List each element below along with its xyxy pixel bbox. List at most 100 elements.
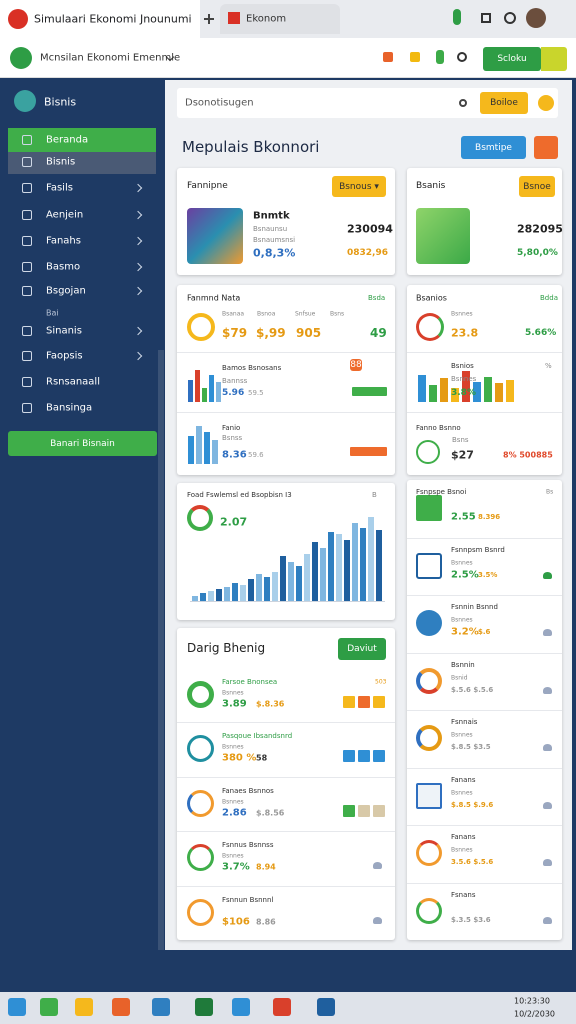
menu-item[interactable]: Bansinga xyxy=(46,402,93,414)
bar xyxy=(484,376,492,402)
bar xyxy=(216,382,221,402)
divider xyxy=(407,412,562,413)
bar xyxy=(188,436,194,464)
menu-icon xyxy=(22,236,32,246)
heart-icon[interactable] xyxy=(543,801,552,809)
icon-btn[interactable] xyxy=(534,136,558,159)
divider xyxy=(407,710,562,711)
heart-icon[interactable] xyxy=(373,862,382,870)
menu-item[interactable]: Fanahs xyxy=(46,235,81,247)
row-title: Fanans xyxy=(451,833,476,841)
button[interactable]: Scloku xyxy=(483,47,541,71)
icon-btn[interactable] xyxy=(541,47,567,71)
new-tab[interactable] xyxy=(208,14,210,24)
bar xyxy=(440,378,448,402)
taskbar-icon[interactable] xyxy=(152,998,170,1016)
bar xyxy=(368,516,374,601)
bar xyxy=(360,528,366,601)
bar xyxy=(240,585,246,601)
taskbar-icon[interactable] xyxy=(75,998,93,1016)
row-sub: Bsnnes xyxy=(222,798,244,806)
card-title: Bsanis xyxy=(416,181,446,191)
button[interactable]: Daviut xyxy=(338,638,386,660)
divider xyxy=(407,595,562,596)
row-tag[interactable]: 88 xyxy=(350,359,362,371)
taskbar-icon[interactable] xyxy=(232,998,250,1016)
taskbar-icon[interactable] xyxy=(317,998,335,1016)
bar xyxy=(232,583,238,601)
button[interactable]: Bsmtipe xyxy=(461,136,526,159)
row-value: $.8.5 $3.5 xyxy=(451,743,491,751)
taskbar-icon[interactable] xyxy=(40,998,58,1016)
menu-item[interactable]: Basmo xyxy=(46,261,81,273)
icon xyxy=(187,313,215,341)
bar xyxy=(462,371,470,402)
heart-icon[interactable] xyxy=(543,744,552,751)
menu-icon xyxy=(22,326,32,336)
extension-icon[interactable] xyxy=(453,9,461,25)
tab[interactable] xyxy=(0,0,200,38)
row-extra: $.6 xyxy=(478,628,491,636)
card-title: Bsanios xyxy=(416,293,447,303)
row-extra: 8.396 xyxy=(478,513,501,521)
sidebar-button[interactable]: Banari Bisnain xyxy=(8,431,157,456)
menu-item[interactable]: Beranda xyxy=(46,134,89,146)
menu-item[interactable]: Sinanis xyxy=(46,325,82,337)
heart-icon[interactable] xyxy=(373,916,382,924)
row-title: Fsnnus Bsnnss xyxy=(222,841,274,850)
heart-icon[interactable] xyxy=(543,859,552,866)
menu-item[interactable]: Bisnis xyxy=(46,156,76,168)
taskbar-icon[interactable] xyxy=(195,998,213,1016)
menu-item[interactable]: Aenjein xyxy=(46,209,84,221)
clock-time: 10:23:30 xyxy=(514,996,550,1006)
menu-icon xyxy=(22,210,32,220)
taskbar-icon[interactable] xyxy=(273,998,291,1016)
menu-item[interactable]: Rsnsanaall xyxy=(46,376,100,388)
row-extra: 8% 500885 xyxy=(503,450,553,460)
status-square xyxy=(358,696,370,708)
button[interactable]: Bsnoe xyxy=(519,176,555,197)
divider xyxy=(177,776,395,778)
icon xyxy=(416,440,440,464)
scroll-track xyxy=(158,350,164,950)
icon[interactable] xyxy=(383,52,393,62)
reload-icon xyxy=(504,12,516,24)
heart-icon[interactable] xyxy=(543,571,552,579)
bar xyxy=(280,555,286,601)
icon[interactable] xyxy=(410,52,420,62)
heart-icon[interactable] xyxy=(543,686,552,694)
row-sub: Bsnnes xyxy=(222,689,244,697)
menu-item[interactable]: Bsgojan xyxy=(46,285,86,297)
bar xyxy=(209,375,214,402)
card-title: Foad Fswlemsl ed Bsopbisn I3 xyxy=(187,491,292,499)
row-title: Fanio xyxy=(222,424,241,432)
menu-icon xyxy=(22,183,32,193)
icon[interactable] xyxy=(436,50,444,64)
bar xyxy=(224,587,230,601)
business-name: Bnmtk xyxy=(253,210,290,222)
row-title: Pasqoue Ibsandsnrd xyxy=(222,732,293,741)
row-title: Bamos Bsnosans xyxy=(222,364,282,372)
bar xyxy=(208,591,214,601)
row-sub: Bsnid xyxy=(451,674,468,681)
row-title: Farsoe Bnonsea xyxy=(222,678,278,686)
bar xyxy=(256,573,262,601)
menu-item[interactable]: Fasils xyxy=(46,182,73,194)
heart-icon[interactable] xyxy=(543,629,552,636)
button[interactable]: Boiloe xyxy=(480,92,528,114)
app-logo xyxy=(10,47,32,69)
divider xyxy=(177,722,395,724)
menu-item[interactable]: Faopsis xyxy=(46,350,83,362)
business-value: 282095 xyxy=(517,222,563,236)
icon xyxy=(416,610,442,636)
taskbar-icon[interactable] xyxy=(112,998,130,1016)
row-title: Fsnnin Bsnnd xyxy=(451,603,498,611)
window-icon[interactable] xyxy=(481,13,491,23)
tab[interactable] xyxy=(220,4,340,34)
menu-icon xyxy=(22,403,32,413)
button[interactable]: Bsnous ▾ xyxy=(332,176,386,197)
heart-icon[interactable] xyxy=(543,916,552,924)
taskbar-icon[interactable] xyxy=(8,998,26,1016)
divider xyxy=(407,825,562,826)
menu-icon xyxy=(22,157,32,167)
